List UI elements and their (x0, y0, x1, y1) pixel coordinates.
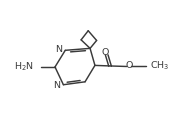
Text: CH$_3$: CH$_3$ (150, 60, 169, 72)
Text: H$_2$N: H$_2$N (14, 60, 34, 73)
Text: O: O (101, 48, 109, 57)
Text: O: O (125, 62, 133, 70)
Text: N: N (55, 45, 62, 54)
Text: N: N (53, 81, 60, 90)
